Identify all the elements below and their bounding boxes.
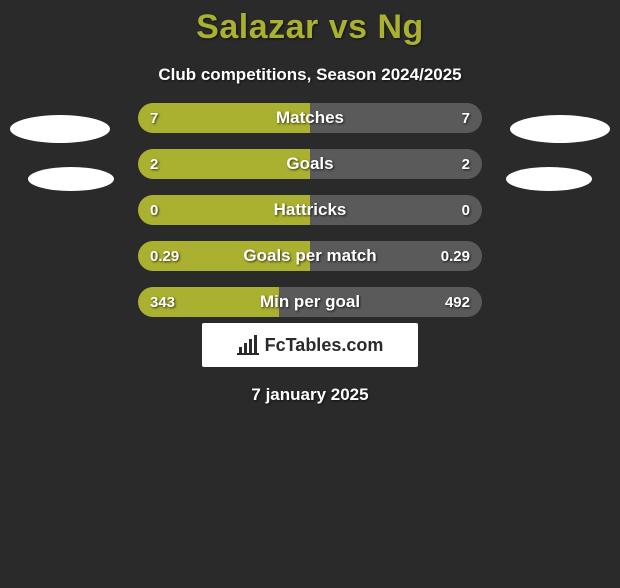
date-label: 7 january 2025 [0, 385, 620, 405]
player2-avatar-placeholder-1 [510, 115, 610, 143]
stat-row: 00Hattricks [138, 195, 482, 225]
barchart-icon [237, 335, 259, 355]
stat-bar-left [138, 195, 310, 225]
stat-bar-left [138, 149, 310, 179]
stat-bar-right [310, 195, 482, 225]
stat-bar-right [279, 287, 482, 317]
vs-text: vs [329, 8, 368, 46]
stat-bar-right [310, 103, 482, 133]
page-title: Salazar vs Ng [0, 8, 620, 47]
logo-text: FcTables.com [265, 335, 384, 356]
player1-name: Salazar [196, 8, 319, 46]
stat-row: 22Goals [138, 149, 482, 179]
stat-row: 77Matches [138, 103, 482, 133]
stat-bar-left [138, 103, 310, 133]
subtitle: Club competitions, Season 2024/2025 [0, 65, 620, 85]
stat-bars: 77Matches 22Goals 00Hattricks 0.290.29Goals… [138, 103, 482, 333]
stat-row: 0.290.29Goals per match [138, 241, 482, 271]
stat-bar-left [138, 241, 310, 271]
player2-avatar-placeholder-2 [506, 167, 592, 191]
stat-bar-left [138, 287, 279, 317]
stat-row: 343492Min per goal [138, 287, 482, 317]
stat-bar-right [310, 241, 482, 271]
player1-avatar-placeholder-2 [28, 167, 114, 191]
player1-avatar-placeholder-1 [10, 115, 110, 143]
stat-bar-right [310, 149, 482, 179]
player2-name: Ng [378, 8, 424, 46]
